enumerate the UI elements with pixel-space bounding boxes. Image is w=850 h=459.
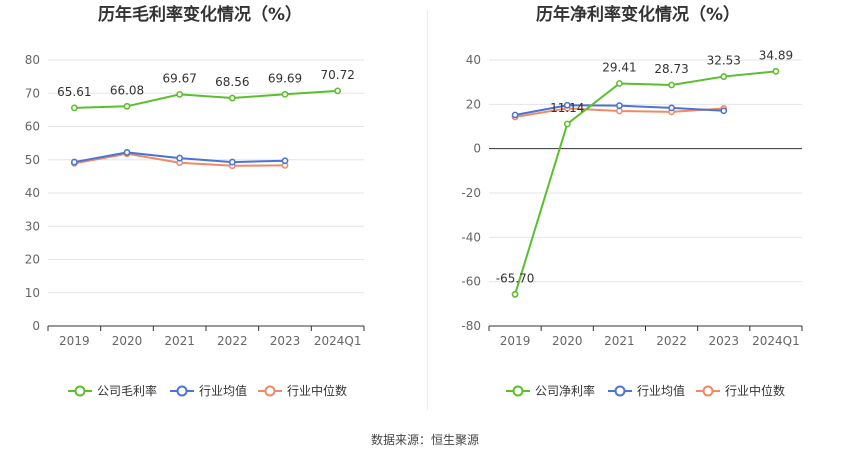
data-point-avg: [511, 111, 519, 119]
data-point-company: [334, 87, 342, 95]
chart-title: 历年净利率变化情况（%）: [536, 4, 740, 25]
legend-label: 公司毛利率: [97, 383, 157, 398]
legend-item-median[interactable]: 行业中位数: [696, 383, 785, 398]
data-label: -65.70: [496, 271, 535, 285]
x-tick-label: 2021: [164, 334, 195, 348]
data-label: 66.08: [110, 83, 144, 97]
legend-item-company[interactable]: 公司净利率: [506, 383, 595, 398]
data-point-company: [616, 80, 623, 87]
data-label: 11.14: [550, 101, 584, 115]
series-line-company: [74, 89, 338, 109]
data-point-company: [70, 104, 78, 112]
legend-marker: [512, 385, 524, 397]
y-tick-label: 40: [466, 53, 481, 67]
y-tick-label: 70: [25, 86, 40, 100]
y-tick-label: -40: [461, 230, 481, 244]
data-label: 69.67: [162, 71, 196, 85]
y-tick-label: 60: [25, 120, 40, 134]
data-point-avg: [228, 158, 236, 166]
x-tick-label: 2019: [500, 334, 531, 348]
data-point-avg: [720, 107, 728, 115]
data-label: 29.41: [602, 60, 636, 74]
data-point-avg: [70, 158, 78, 166]
y-tick-label: 30: [25, 219, 40, 233]
data-point-company: [720, 73, 728, 80]
data-point-avg: [281, 157, 289, 165]
legend-marker: [264, 385, 276, 397]
net-margin-chart: 历年净利率变化情况（%） -80 -60 -40 -20 0 20 40 2019 2020 202…: [461, 4, 803, 398]
legend-marker: [702, 385, 714, 397]
legend-item-avg[interactable]: 行业均值: [170, 383, 247, 398]
data-label: 68.56: [215, 75, 249, 89]
y-tick-label: 50: [25, 153, 40, 167]
legend-label: 公司净利率: [535, 383, 595, 398]
data-point-avg: [176, 154, 184, 162]
data-point-company: [281, 90, 289, 98]
data-point-company: [772, 67, 780, 75]
data-label: 32.53: [707, 54, 741, 68]
y-tick-label: -80: [461, 319, 481, 333]
x-tick-label: 2020: [112, 334, 143, 348]
data-point-company: [668, 81, 675, 89]
series-line-company: [514, 70, 777, 295]
legend-label: 行业中位数: [287, 383, 347, 398]
y-tick-label: 80: [25, 53, 40, 67]
data-label: 65.61: [57, 85, 91, 99]
legend-item-median[interactable]: 行业中位数: [258, 383, 347, 398]
data-label: 28.73: [654, 62, 688, 76]
data-point-company: [563, 120, 571, 128]
data-source-note: 数据来源：恒生聚源: [370, 433, 479, 447]
legend-item-avg[interactable]: 行业均值: [608, 383, 685, 398]
x-tick-label: 2024Q1: [752, 334, 800, 348]
data-point-median: [616, 107, 623, 115]
legend-item-company[interactable]: 公司毛利率: [68, 383, 157, 398]
data-point-avg: [616, 102, 623, 110]
y-tick-label: 20: [25, 253, 40, 267]
legend-label: 行业中位数: [725, 383, 785, 398]
data-point-avg: [563, 101, 571, 109]
data-point-company: [123, 102, 131, 110]
data-label: 34.89: [759, 48, 793, 62]
x-tick-label: 2021: [604, 334, 635, 348]
y-tick-label: 40: [25, 186, 40, 200]
legend-label: 行业均值: [199, 383, 247, 398]
data-point-company: [228, 94, 236, 102]
x-tick-label: 2022: [656, 334, 687, 348]
x-tick-label: 2024Q1: [314, 334, 362, 348]
y-tick-label: 0: [32, 319, 40, 333]
x-tick-label: 2022: [217, 334, 248, 348]
data-point-company: [176, 90, 184, 98]
y-tick-label: -60: [461, 275, 481, 289]
gross-margin-chart: 历年毛利率变化情况（%） 0 10 20 30 40 50 60 70 80 2019 2020 202…: [25, 4, 365, 398]
legend-label: 行业均值: [637, 383, 685, 398]
y-tick-label: 0: [473, 142, 481, 156]
y-tick-label: 10: [25, 286, 40, 300]
chart-title: 历年毛利率变化情况（%）: [98, 4, 302, 25]
legend-marker: [614, 385, 626, 397]
legend-marker: [176, 385, 188, 397]
legend-marker: [74, 385, 86, 397]
data-label: 70.72: [320, 68, 354, 82]
x-tick-label: 2020: [552, 334, 583, 348]
x-tick-label: 2019: [59, 334, 90, 348]
x-tick-label: 2023: [708, 334, 739, 348]
panel-divider: [427, 10, 428, 410]
data-point-avg: [123, 149, 131, 156]
y-tick-label: 20: [466, 97, 481, 111]
data-point-avg: [668, 104, 675, 112]
data-label: 69.69: [268, 71, 302, 85]
data-point-company: [511, 290, 519, 298]
y-tick-label: -20: [461, 186, 481, 200]
x-tick-label: 2023: [270, 334, 301, 348]
